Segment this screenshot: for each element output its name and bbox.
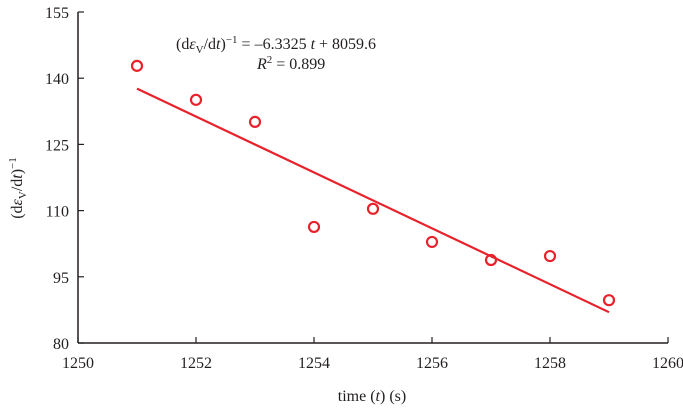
y-tick-label: 155 xyxy=(45,5,69,22)
x-tick-label: 1254 xyxy=(298,355,330,372)
data-point-marker xyxy=(484,253,498,267)
y-tick-label: 125 xyxy=(45,137,69,154)
data-point-marker xyxy=(248,115,262,128)
x-tick-label: 1256 xyxy=(416,355,448,372)
trendline-path xyxy=(136,87,610,314)
y-tick-label: 140 xyxy=(45,71,69,88)
data-point-marker xyxy=(307,220,321,234)
x-tick-label: 1260 xyxy=(652,355,683,372)
x-tick-label: 1250 xyxy=(62,355,94,372)
axes: 80 95 110 125 140 155 1250 1252 1254 1256 1258 1260 xyxy=(45,5,683,372)
y-tick-label: 110 xyxy=(46,204,69,221)
data-point-marker xyxy=(425,235,439,249)
y-tick-label: 80 xyxy=(53,336,69,353)
y-axis-title: (dεV/dt)−1 xyxy=(7,157,29,219)
data-point-marker xyxy=(366,202,380,215)
trendline xyxy=(136,87,610,314)
r-squared-label: R2 = 0.899 xyxy=(256,54,325,73)
y-tick-label: 95 xyxy=(53,270,69,287)
data-points xyxy=(130,59,616,307)
data-point-marker xyxy=(602,294,616,307)
data-point-marker xyxy=(189,93,203,106)
x-tick-label: 1258 xyxy=(534,355,566,372)
x-axis-title: time (t) (s) xyxy=(338,388,406,405)
data-point-marker xyxy=(130,59,144,72)
trendline-equation: (dεV/dt)−1 = –6.3325 t + 8059.6 xyxy=(176,34,376,56)
x-tick-label: 1252 xyxy=(180,355,212,372)
data-point-marker xyxy=(543,249,557,263)
